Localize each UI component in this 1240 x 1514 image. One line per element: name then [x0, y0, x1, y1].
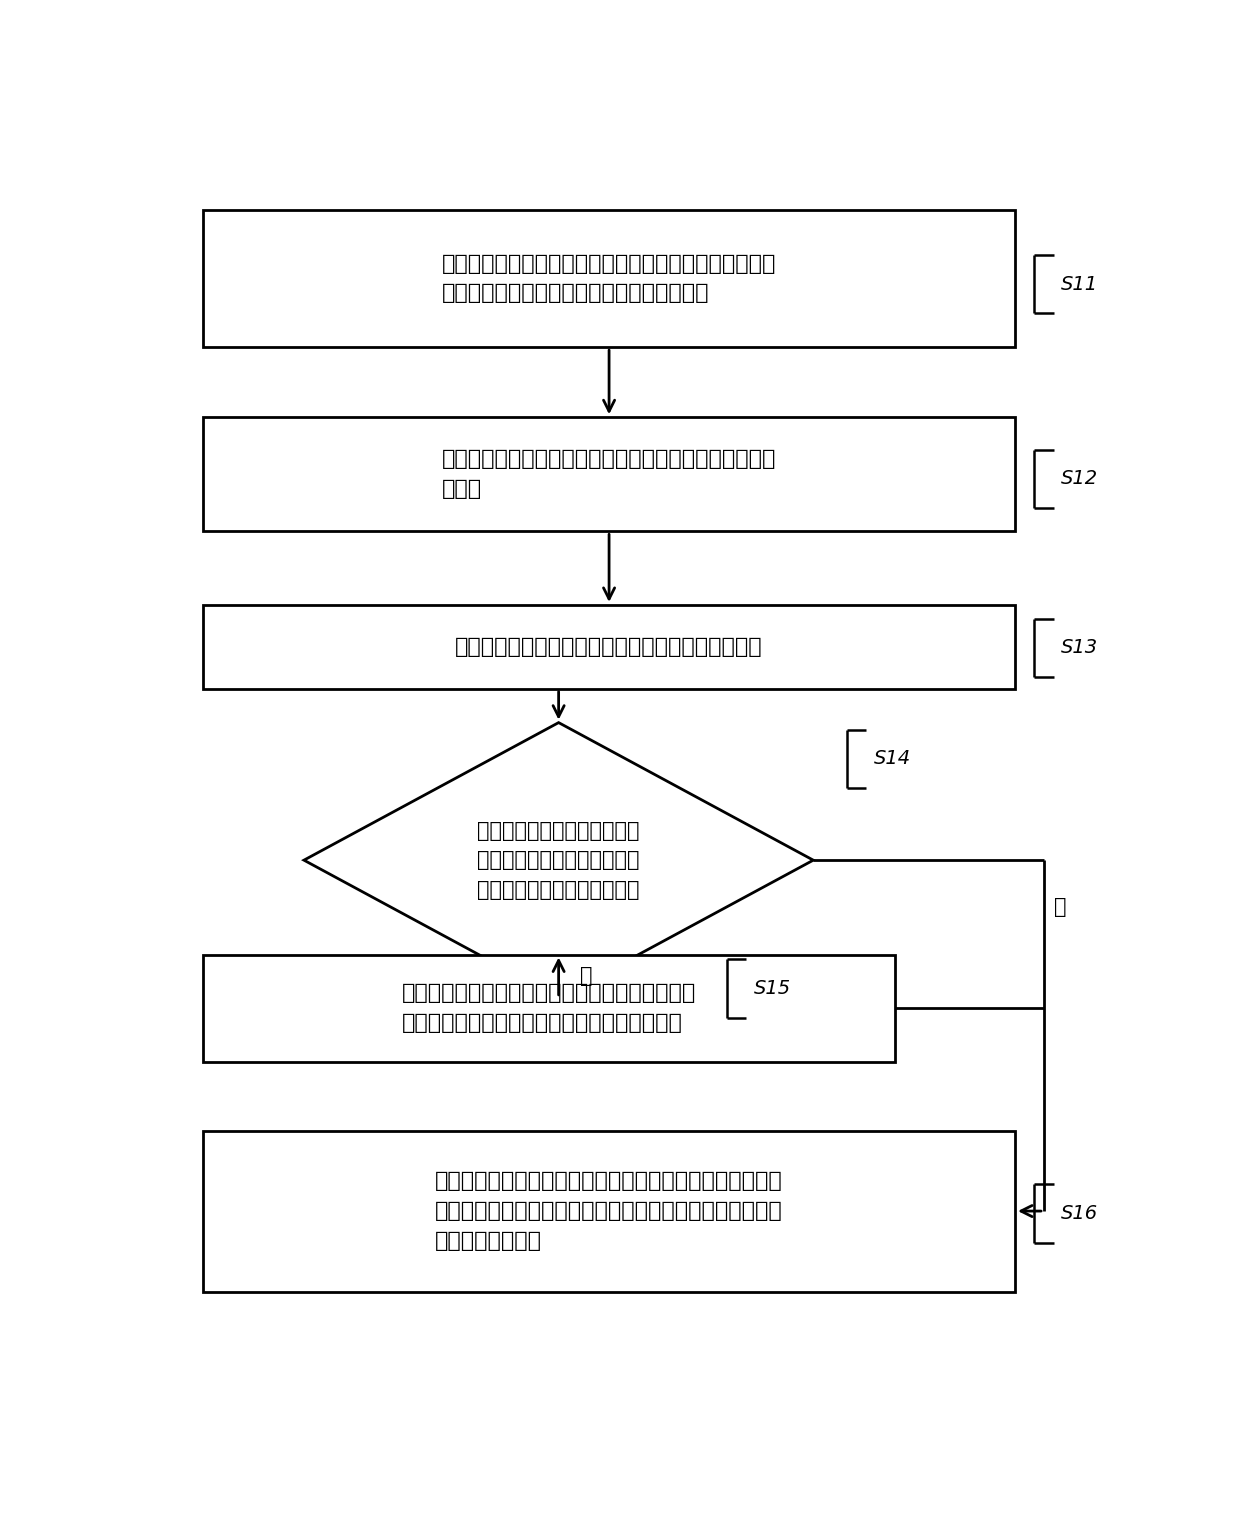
Text: 空调器的控制器通过比较该新增模块程序的大小与
存储器内剩余存储空间的大小决定是否进行升级: 空调器的控制器通过比较该新增模块程序的大小与 存储器内剩余存储空间的大小决定是否… [402, 984, 696, 1033]
Text: S16: S16 [1061, 1204, 1099, 1223]
Text: 个人终端登录云服务器，选择并下载与拟升级的空调器的
控制功能对应的、带有特征码的功能模块程序: 个人终端登录云服务器，选择并下载与拟升级的空调器的 控制功能对应的、带有特征码的… [441, 254, 776, 303]
Bar [203, 606, 1016, 689]
Text: 否: 否 [1054, 896, 1066, 917]
Bar [203, 418, 1016, 531]
Text: 空调器的控制器根据所述功能
模块程序的特征码判断此功能
模块程序是否为新增模块程序: 空调器的控制器根据所述功能 模块程序的特征码判断此功能 模块程序是否为新增模块程… [477, 821, 640, 899]
Text: 个人终端通过校验值对下载的所述功能模块程序进行校验
和核对: 个人终端通过校验值对下载的所述功能模块程序进行校验 和核对 [441, 450, 776, 500]
Text: 是: 是 [580, 966, 593, 986]
Text: S12: S12 [1061, 469, 1099, 489]
Text: 个人终端通过网络将所述功能模块程序发送给空调器: 个人终端通过网络将所述功能模块程序发送给空调器 [455, 637, 763, 657]
Text: S13: S13 [1061, 639, 1099, 657]
Text: 控制器将接收到的所述功能模块程序替换掉控制器存储器内
的对应功能模块程序，同时更新功能模块程序存储的地址列
表，功能升级完成: 控制器将接收到的所述功能模块程序替换掉控制器存储器内 的对应功能模块程序，同时更… [435, 1172, 782, 1251]
Polygon shape [304, 722, 813, 998]
Bar [203, 955, 895, 1061]
Bar [203, 1131, 1016, 1291]
Bar [203, 209, 1016, 347]
Text: S14: S14 [874, 749, 911, 768]
Text: S15: S15 [754, 980, 791, 998]
Text: S11: S11 [1061, 274, 1099, 294]
